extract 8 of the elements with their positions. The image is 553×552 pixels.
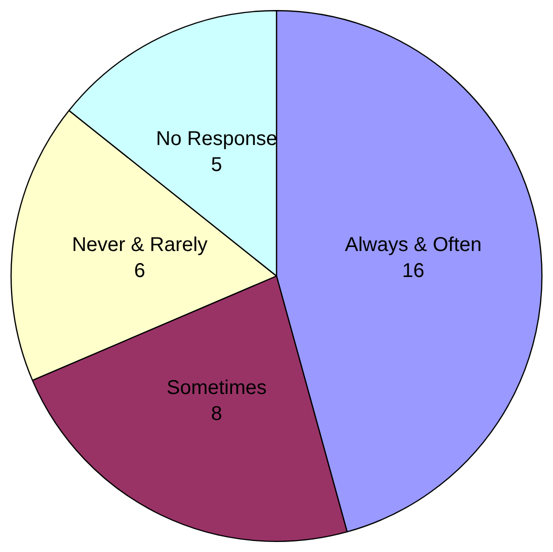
slice-label: No Response [156, 128, 278, 150]
slice-label: Never & Rarely [72, 234, 208, 256]
data-label: 6 [134, 260, 146, 282]
data-label: 5 [211, 154, 222, 176]
slice-label: Sometimes [166, 376, 267, 399]
slice-label: Always & Often [344, 234, 482, 256]
data-label: 8 [211, 402, 222, 425]
data-label: 16 [402, 260, 424, 282]
